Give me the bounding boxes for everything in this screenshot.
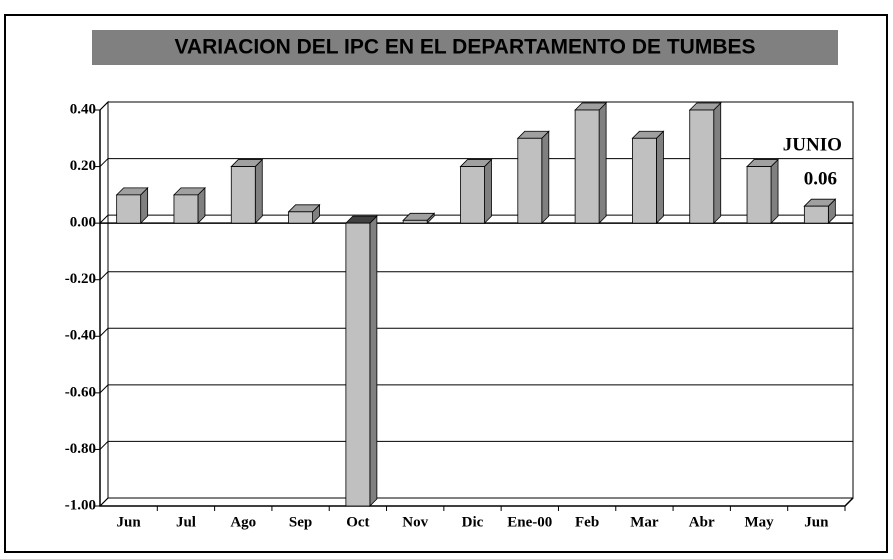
bar-side: [770, 158, 779, 225]
x-tick-label: May: [744, 514, 774, 530]
grid-line: [99, 271, 853, 281]
y-tick-label: -0.80: [65, 441, 96, 457]
y-tick-label: -1.00: [65, 497, 96, 513]
bar: [172, 186, 206, 225]
x-tick-label: Dic: [462, 514, 484, 530]
x-tick-label: Jul: [176, 514, 196, 530]
bar-front: [746, 166, 772, 224]
bar-front: [689, 109, 715, 224]
grid-line: [99, 327, 853, 337]
y-tick-label: 0.00: [70, 215, 96, 231]
chart-title: VARIACION DEL IPC EN EL DEPARTAMENTO DE …: [174, 36, 755, 59]
bar-front: [173, 194, 199, 224]
y-tick-label: -0.60: [65, 384, 96, 400]
bar: [574, 102, 608, 225]
bar: [287, 203, 321, 225]
y-tick-label: -0.20: [65, 271, 96, 287]
annotation: JUNIO: [783, 135, 842, 156]
x-tick-label: Ene-00: [507, 514, 552, 530]
bar-side: [713, 102, 722, 225]
grid-line: [99, 497, 853, 507]
bar: [631, 130, 665, 225]
bar-side: [369, 215, 378, 507]
bar-side: [541, 130, 550, 225]
bar: [746, 158, 780, 225]
x-tick-label: Nov: [402, 514, 428, 530]
x-tick-label: Mar: [630, 514, 659, 530]
bar-side: [484, 158, 492, 225]
x-tick-label: Jun: [117, 514, 142, 530]
bar: [230, 158, 264, 225]
y-tick-label: -0.40: [65, 328, 96, 344]
bar: [803, 198, 837, 225]
x-tick-label: Feb: [575, 514, 599, 530]
bar-front: [803, 205, 829, 224]
bar-front: [116, 194, 142, 224]
bar: [516, 130, 550, 225]
bar-side: [656, 130, 664, 225]
data-label: 0.06: [804, 169, 837, 190]
bar-front: [345, 222, 371, 507]
x-tick-label: Ago: [230, 514, 256, 530]
grid-line: [99, 101, 853, 111]
bar: [115, 186, 149, 225]
bar: [402, 212, 436, 225]
x-tick-label: Abr: [689, 514, 715, 530]
x-tick-label: Jun: [804, 514, 829, 530]
bar-front: [402, 219, 428, 224]
bar-front: [574, 109, 600, 224]
bar-side: [254, 158, 263, 225]
title-box: [92, 30, 838, 65]
bar-front: [230, 166, 256, 224]
grid-line: [99, 440, 853, 450]
y-tick-label: 0.40: [70, 101, 96, 117]
x-tick-label: Oct: [346, 514, 369, 530]
bar-front: [517, 137, 543, 224]
grid-line: [99, 384, 853, 394]
bar-front: [460, 166, 485, 224]
bar-side: [598, 102, 607, 225]
bar-front: [288, 211, 313, 224]
x-tick-label: Sep: [289, 514, 312, 530]
bar: [459, 158, 493, 225]
bar: [688, 102, 722, 225]
bar-front: [632, 137, 657, 224]
y-tick-label: 0.20: [70, 158, 96, 174]
bar: [344, 215, 378, 507]
